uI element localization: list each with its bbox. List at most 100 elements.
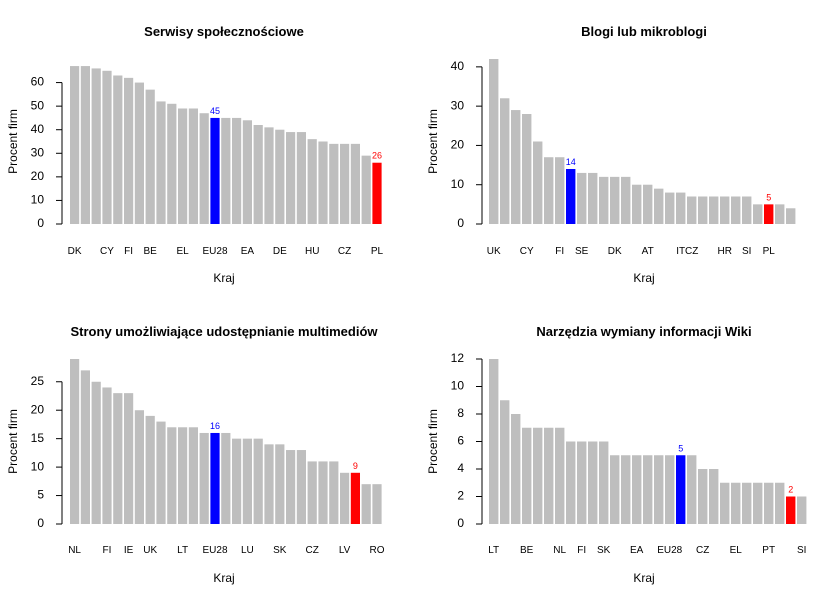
bar <box>555 157 565 224</box>
x-tick-label: EU28 <box>202 246 227 257</box>
bar <box>167 427 177 524</box>
bar <box>566 441 576 524</box>
bar <box>588 172 598 224</box>
x-tick-label: LT <box>488 545 499 556</box>
bar <box>307 461 317 524</box>
bar <box>178 108 188 224</box>
bar <box>709 196 719 224</box>
x-axis-label: Kraj <box>633 271 654 285</box>
x-tick-label: IT <box>676 246 685 257</box>
x-tick-label: PL <box>763 246 776 257</box>
x-tick-label: NL <box>553 545 566 556</box>
y-tick-label: 10 <box>31 193 45 207</box>
x-tick-label: DK <box>608 246 622 257</box>
bar <box>286 132 296 224</box>
y-tick-label: 10 <box>451 379 465 393</box>
y-tick-label: 20 <box>451 138 465 152</box>
bar <box>555 427 565 524</box>
x-tick-label: UK <box>487 246 501 257</box>
bar <box>232 117 242 224</box>
y-tick-label: 0 <box>37 216 44 230</box>
bar <box>665 192 675 224</box>
bar <box>372 162 382 224</box>
y-tick-label: 10 <box>31 459 45 473</box>
bar <box>275 444 285 524</box>
y-tick-label: 40 <box>31 122 45 136</box>
bar <box>643 184 653 224</box>
y-tick-label: 25 <box>31 374 45 388</box>
bar <box>621 455 631 524</box>
bar <box>786 496 796 524</box>
bar <box>632 184 642 224</box>
bar <box>350 472 360 524</box>
bar <box>522 114 532 224</box>
data-label: 45 <box>210 106 220 116</box>
bar <box>742 482 752 524</box>
bar <box>286 450 296 524</box>
bar <box>731 482 741 524</box>
bar <box>687 455 697 524</box>
bar <box>632 455 642 524</box>
data-label: 9 <box>353 461 358 471</box>
x-tick-label: CY <box>100 246 114 257</box>
x-tick-label: SE <box>575 246 589 257</box>
bar <box>361 484 371 524</box>
chart-panel-2: Blogi lub mikroblogi Procent firm Kraj 0 10 2… <box>426 24 796 285</box>
x-tick-label: CZ <box>338 246 351 257</box>
x-tick-label: PT <box>762 545 775 556</box>
bar <box>242 120 252 224</box>
data-label: 5 <box>766 192 771 202</box>
bar <box>676 192 686 224</box>
bar <box>264 127 274 224</box>
bar <box>242 438 252 524</box>
bar <box>643 455 653 524</box>
bar <box>698 469 708 524</box>
bar <box>577 441 587 524</box>
bar <box>167 103 177 224</box>
bar <box>188 108 198 224</box>
data-label: 16 <box>210 421 220 431</box>
bar <box>500 98 510 224</box>
bar <box>113 75 123 224</box>
bar <box>687 196 697 224</box>
bar <box>102 70 112 225</box>
x-tick-label: LU <box>241 545 254 556</box>
x-tick-label: EU28 <box>657 545 682 556</box>
bar <box>544 157 554 224</box>
bar <box>199 432 209 524</box>
bar <box>264 444 274 524</box>
y-tick-label: 0 <box>457 216 464 230</box>
x-tick-label: CZ <box>685 246 698 257</box>
y-tick-label: 50 <box>31 98 45 112</box>
chart-title: Strony umożliwiające udostępnianie multi… <box>71 324 379 339</box>
bar <box>797 496 807 524</box>
y-axis-label: Procent firm <box>6 409 20 474</box>
bar <box>91 68 101 224</box>
bar <box>134 82 144 224</box>
bar <box>786 208 796 224</box>
data-label: 2 <box>788 485 793 495</box>
x-tick-label: FI <box>577 545 586 556</box>
bar <box>80 370 90 524</box>
x-tick-label: BE <box>144 246 158 257</box>
bar <box>764 204 774 224</box>
chart-title: Serwisy społecznościowe <box>144 24 304 39</box>
bar <box>318 461 328 524</box>
x-tick-label: FI <box>103 545 112 556</box>
bar <box>731 196 741 224</box>
bar <box>764 482 774 524</box>
bar <box>654 188 664 224</box>
bar <box>522 427 532 524</box>
x-tick-label: BE <box>520 545 534 556</box>
bar <box>753 204 763 224</box>
bar <box>775 482 785 524</box>
x-tick-label: DE <box>273 246 287 257</box>
bar <box>113 393 123 524</box>
bar <box>599 441 609 524</box>
bar <box>676 455 686 524</box>
bar <box>588 441 598 524</box>
bar <box>566 169 576 224</box>
bar <box>610 455 620 524</box>
x-tick-label: RO <box>370 545 385 556</box>
x-tick-label: CZ <box>696 545 709 556</box>
